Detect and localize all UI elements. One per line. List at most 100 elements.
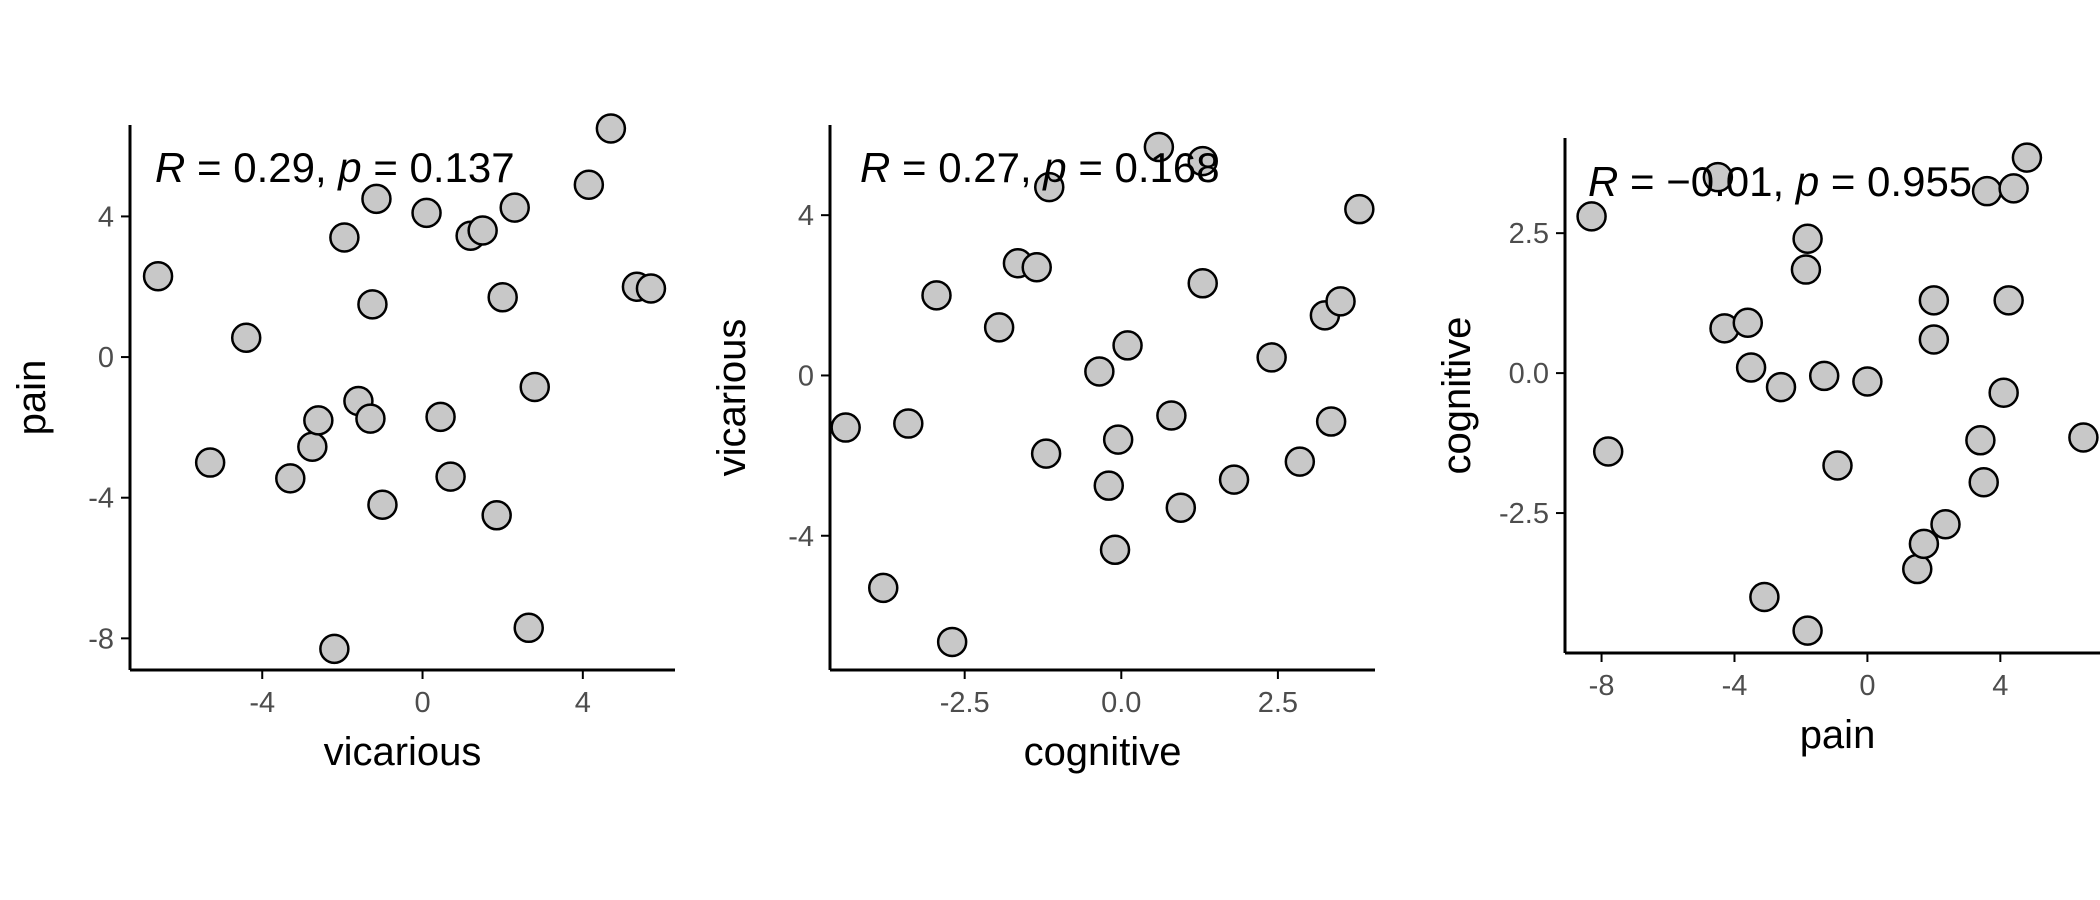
correlation-annotation: R = 0.29, p = 0.137 — [155, 144, 515, 191]
scatter-panel-1: -4 0 4 -8 -4 0 4 vicarious pain R = 0.29, p = 0.1… — [10, 113, 675, 774]
y-axis-title: cognitive — [1435, 317, 1479, 475]
correlation-annotation: R = 0.27, p = 0.168 — [860, 144, 1220, 191]
data-point — [1084, 356, 1115, 387]
data-point — [361, 183, 392, 215]
data-point — [411, 197, 442, 229]
data-point — [1852, 366, 1883, 397]
x-tick-label: -2.5 — [940, 687, 990, 719]
scatter-panel-3: -8 -4 0 4 -2.5 0.0 2.5 pain cognitive R = −0.01, … — [1435, 138, 2100, 757]
data-point — [1325, 286, 1356, 317]
data-point — [1093, 470, 1125, 501]
data-point — [1749, 581, 1780, 613]
x-tick-label: 4 — [575, 687, 591, 719]
data-point — [329, 222, 360, 253]
data-point — [867, 572, 899, 604]
data-point — [1256, 342, 1287, 373]
data-point — [893, 408, 924, 439]
x-tick-label: 0.0 — [1101, 687, 1141, 719]
data-point — [1218, 464, 1250, 495]
data-point — [1143, 131, 1175, 163]
y-axis-title: vicarious — [710, 319, 754, 477]
data-point — [1808, 360, 1840, 392]
data-point — [467, 215, 498, 246]
x-tick-label: 0 — [414, 687, 430, 719]
data-point — [275, 463, 306, 494]
data-point — [1735, 352, 1767, 383]
data-point — [425, 401, 456, 433]
x-axis-title: vicarious — [324, 730, 482, 774]
y-tick-label: -2.5 — [1499, 498, 1549, 530]
data-point — [513, 612, 544, 644]
data-point — [1099, 534, 1131, 566]
data-point — [1908, 528, 1940, 560]
x-tick-label: -8 — [1589, 670, 1615, 702]
data-point — [1971, 175, 2003, 207]
data-point — [1576, 201, 1607, 232]
y-tick-label: 0 — [798, 360, 814, 392]
data-point — [1187, 268, 1218, 299]
data-point — [142, 260, 174, 292]
data-point — [1112, 330, 1143, 361]
data-point — [303, 405, 334, 436]
data-point — [355, 403, 386, 434]
data-point — [1988, 377, 2019, 408]
data-point — [921, 280, 952, 311]
y-tick-label: 2.5 — [1509, 218, 1549, 250]
data-point — [595, 113, 627, 144]
x-tick-label: 2.5 — [1258, 687, 1298, 719]
y-axis-title: pain — [10, 360, 54, 436]
correlation-annotation: R = −0.01, p = 0.955 — [1588, 158, 1972, 205]
data-point — [573, 169, 605, 201]
data-point — [1165, 492, 1197, 523]
data-point — [936, 626, 968, 658]
data-point — [297, 431, 328, 462]
data-point — [635, 273, 667, 304]
y-tick-label: -4 — [88, 483, 114, 515]
data-point — [1965, 425, 1996, 456]
data-point — [499, 192, 530, 223]
x-axis-title: cognitive — [1024, 730, 1182, 774]
data-point — [1792, 615, 1823, 646]
data-point — [487, 282, 518, 313]
data-point — [1030, 438, 1062, 469]
y-tick-label: 0.0 — [1509, 358, 1549, 390]
data-point — [357, 289, 388, 320]
data-point — [1732, 307, 1764, 338]
x-tick-label: 4 — [1992, 670, 2008, 702]
data-point — [1592, 436, 1624, 467]
x-tick-label: 0 — [1859, 670, 1875, 702]
data-point — [1102, 424, 1134, 455]
data-point — [194, 447, 226, 478]
y-tick-label: -8 — [88, 623, 114, 655]
data-point — [1156, 400, 1187, 431]
data-point — [1187, 145, 1218, 177]
y-tick-label: 0 — [98, 342, 114, 374]
data-point — [1344, 193, 1375, 225]
data-point — [1792, 223, 1823, 255]
y-tick-label: 4 — [798, 200, 814, 232]
data-point — [1993, 285, 2024, 316]
data-point — [1315, 406, 1347, 437]
data-point — [2011, 142, 2043, 173]
y-tick-label: 4 — [98, 201, 114, 233]
data-point — [1034, 171, 1065, 203]
data-point — [1702, 161, 1734, 193]
data-point — [435, 461, 466, 492]
data-point — [2068, 422, 2099, 453]
y-tick-label: -4 — [788, 521, 814, 553]
data-point — [1902, 553, 1933, 585]
data-point — [1021, 252, 1052, 283]
data-point — [983, 312, 1015, 343]
data-point — [1918, 324, 1950, 355]
scatter-panel-2: -2.5 0.0 2.5 -4 0 4 cognitive vicarious R = 0.27… — [710, 125, 1375, 774]
data-point — [1998, 173, 2029, 204]
data-point — [1284, 446, 1316, 477]
data-point — [519, 371, 550, 403]
data-point — [481, 500, 512, 531]
data-point — [230, 322, 262, 353]
data-point — [367, 489, 398, 520]
x-axis-title: pain — [1800, 713, 1876, 757]
x-tick-label: -4 — [249, 687, 275, 719]
data-point — [1790, 254, 1822, 285]
data-point — [830, 412, 861, 443]
